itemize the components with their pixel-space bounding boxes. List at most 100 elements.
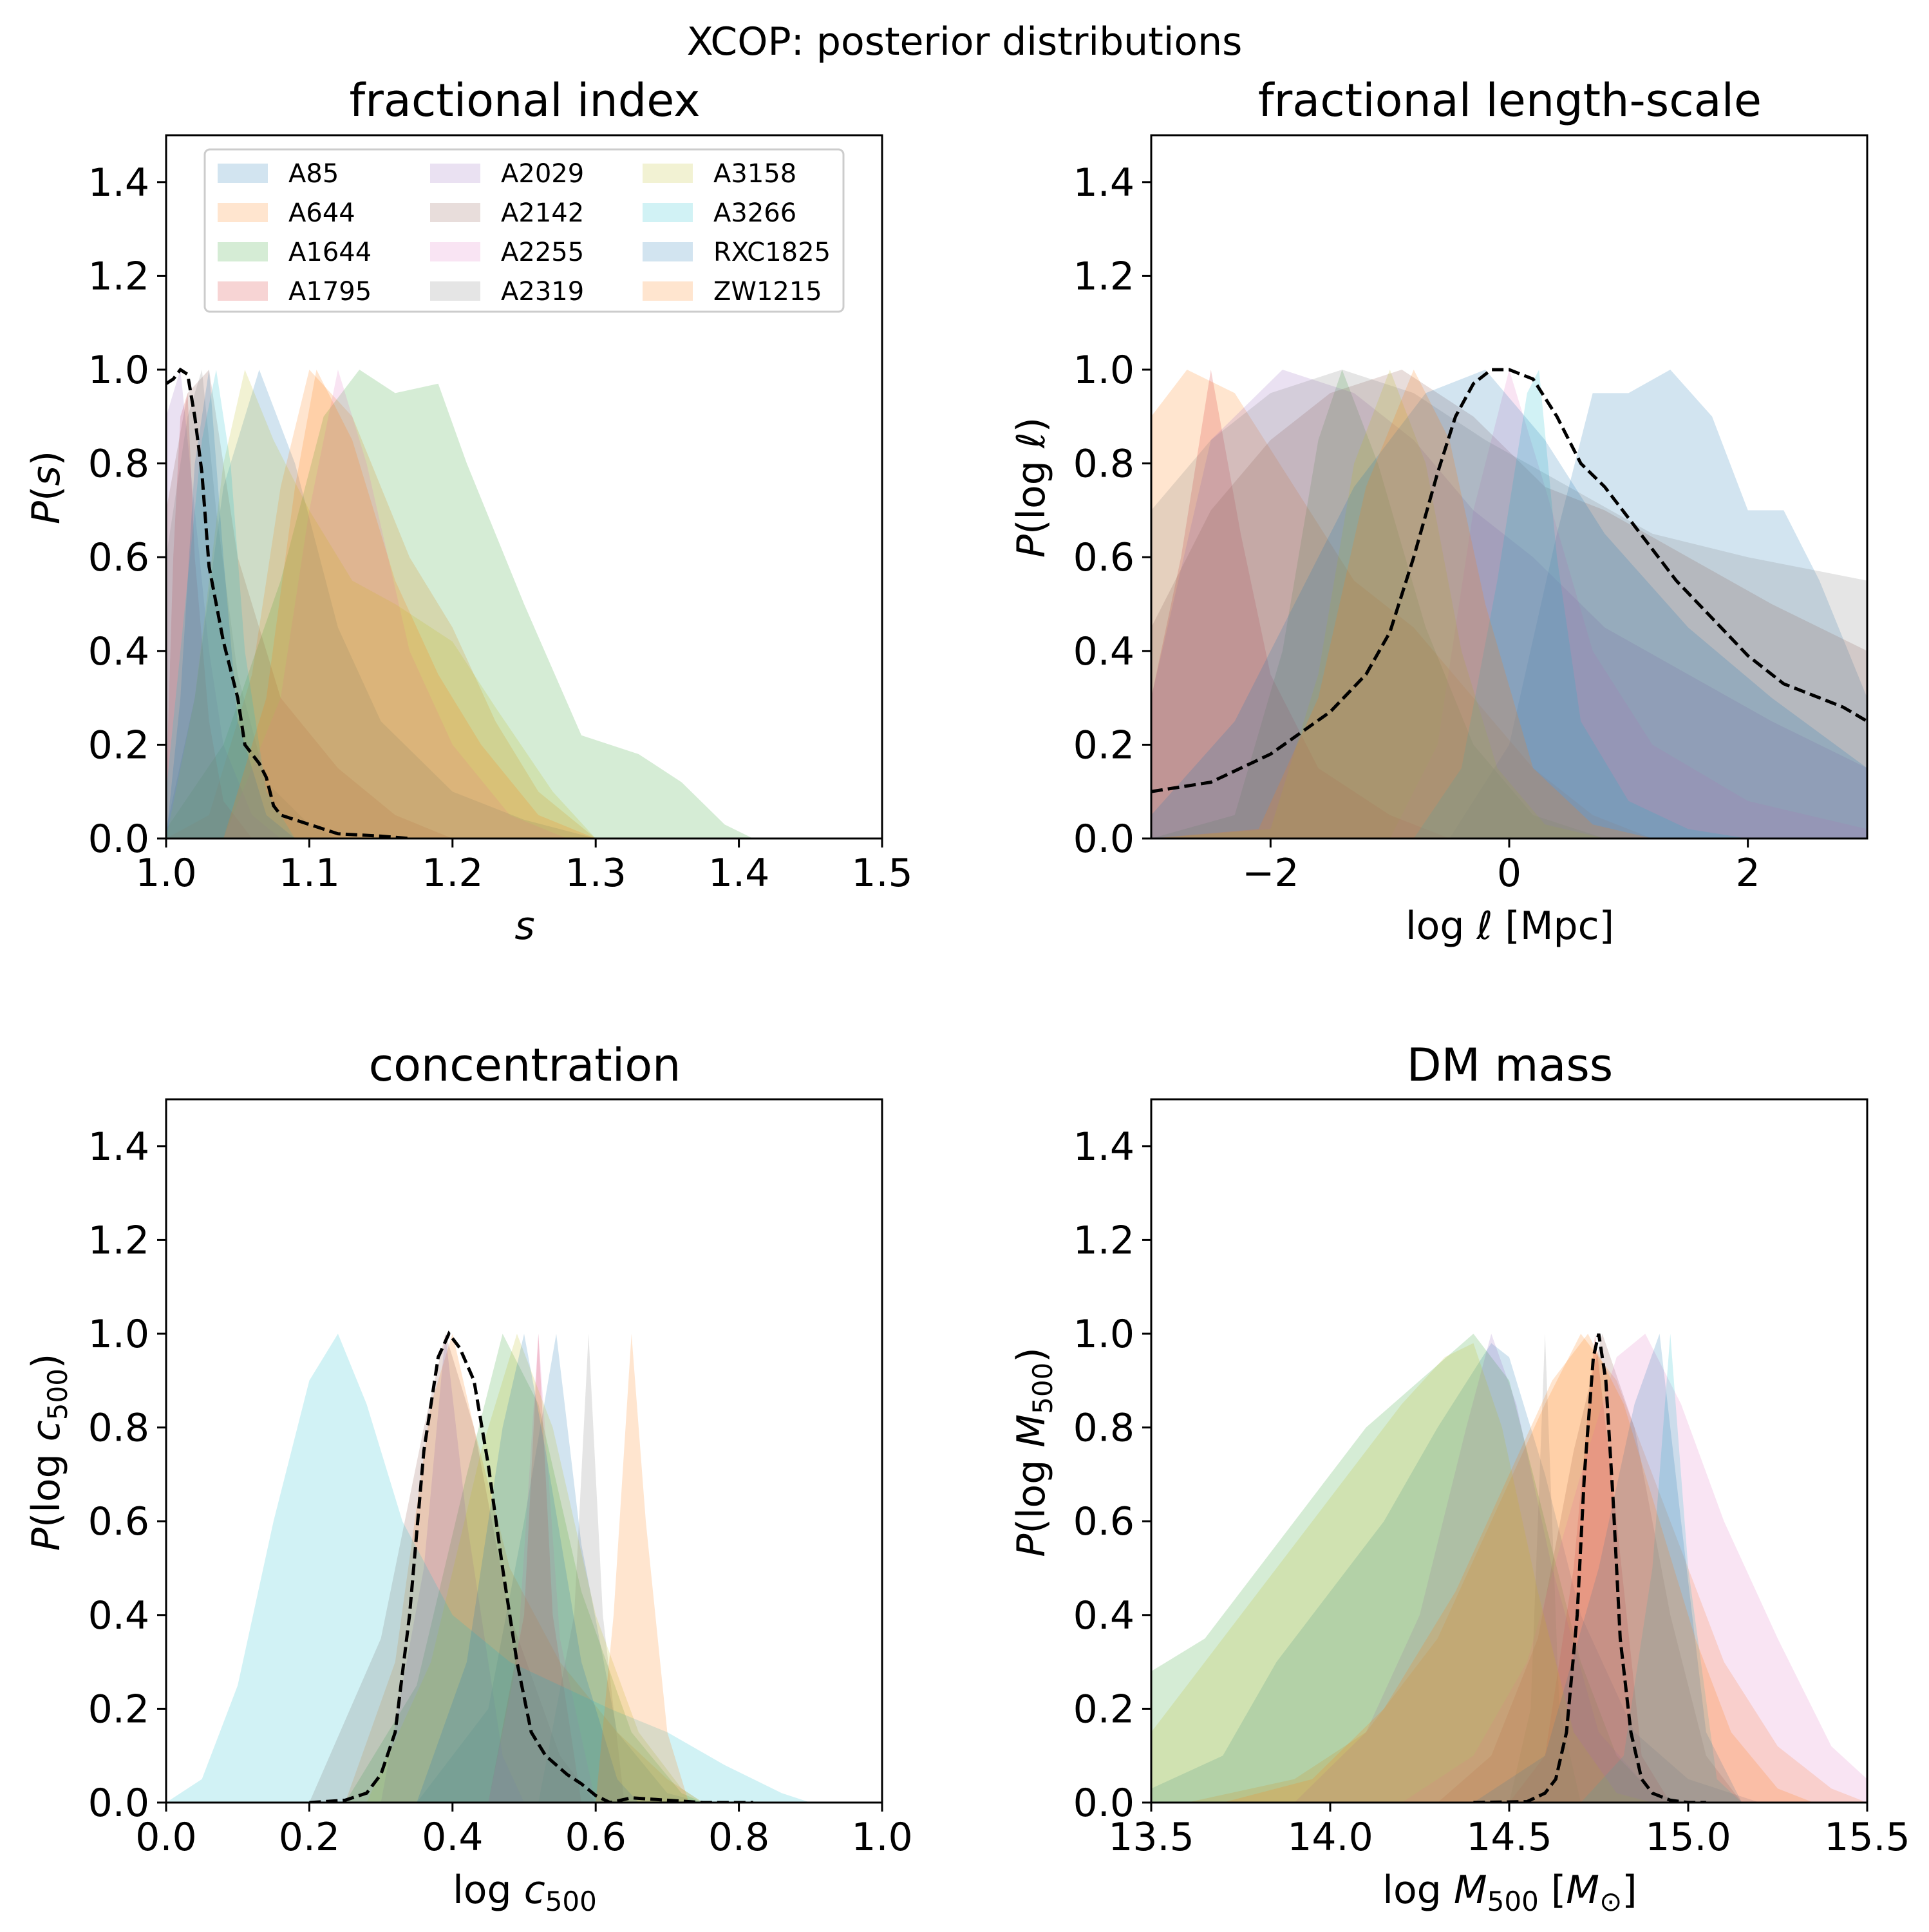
y-tick-label: 0.8 (1073, 1406, 1134, 1451)
legend-swatch (218, 242, 268, 261)
y-tick-label: 0.8 (88, 1406, 149, 1451)
area-a2255 (1402, 1334, 1867, 1803)
area-a2255 (488, 1334, 596, 1803)
y-tick-label: 1.0 (88, 1312, 149, 1357)
y-tick-label: 0.6 (1073, 1499, 1134, 1544)
y-tick-label: 0.8 (1073, 442, 1134, 487)
x-tick-label: 1.0 (851, 1815, 912, 1860)
area-zw1215 (223, 370, 596, 838)
area-a2319 (166, 370, 338, 838)
combined-layer (1473, 1333, 1706, 1803)
area-a1795 (1509, 1334, 1671, 1803)
legend-swatch (430, 281, 480, 301)
x-axis-label: s (514, 904, 534, 949)
area-a2255 (1151, 370, 1867, 838)
legend-swatch (430, 164, 480, 183)
area-a1795 (488, 1334, 581, 1803)
axes-frame (165, 134, 883, 840)
x-tick-label: 2 (1736, 851, 1760, 896)
area-a644 (345, 1334, 703, 1803)
area-layer (1151, 1334, 1867, 1803)
y-tick-label: 1.0 (88, 348, 149, 393)
area-a2142 (166, 370, 453, 838)
panel-concentration: concentration 0.00.20.40.60.81.01.21.40.… (24, 1039, 913, 1917)
legend-label: A2255 (501, 238, 584, 267)
area-a644 (1187, 1334, 1867, 1803)
y-tick-label: 1.0 (1073, 348, 1134, 393)
y-axis-label: P(s) (24, 451, 69, 524)
x-tick-label: 1.0 (135, 851, 196, 896)
legend-label: A2319 (501, 277, 584, 307)
area-rxc1825 (1151, 370, 1867, 838)
axes-layer: 0.0 0.2 0.4 0.6 0.8 1.0 1.2 1.4 1.0 1.1 1.2 1.3 1.4 1… (88, 134, 913, 896)
combined-posterior-line (1473, 1333, 1706, 1803)
combined-layer (166, 367, 410, 838)
y-tick-label: 0.4 (88, 629, 149, 674)
legend-label: ZW1215 (713, 277, 822, 307)
area-layer (166, 1334, 811, 1803)
y-tick-label: 0.0 (88, 817, 149, 862)
axes-layer: 0.0 0.2 0.4 0.6 0.8 1.0 1.2 1.4 0.0 0.2 0.4 0.6 0.8 1… (88, 1098, 913, 1860)
area-a3266 (166, 1334, 811, 1803)
y-tick-label: 1.2 (1073, 254, 1134, 299)
area-a644 (166, 370, 596, 838)
x-tick-label: 14.0 (1287, 1815, 1373, 1860)
y-tick-label: 0.6 (88, 535, 149, 580)
area-rxc1825 (1473, 1334, 1742, 1803)
legend-label: A1795 (288, 277, 372, 307)
area-rxc1825 (166, 370, 296, 838)
legend-label: RXC1825 (713, 238, 831, 267)
legend-box (203, 148, 845, 313)
area-a3266 (166, 370, 296, 838)
y-tick-label: 1.2 (88, 1218, 149, 1263)
combined-posterior-line (309, 1331, 753, 1803)
x-tick-label: 0.0 (135, 1815, 196, 1860)
axes-layer: 0.0 0.2 0.4 0.6 0.8 1.0 1.2 1.4 −2 0 2 (1073, 134, 1868, 896)
area-a1644 (166, 370, 753, 838)
panel-title: concentration (369, 1039, 681, 1092)
y-axis-label: P(log c500) (24, 1354, 73, 1551)
legend-label: A3158 (713, 159, 796, 189)
area-a3158 (1151, 1343, 1653, 1803)
y-tick-label: 1.2 (88, 254, 149, 299)
x-tick-label: 1.3 (565, 851, 626, 896)
y-tick-label: 0.0 (1073, 1781, 1134, 1826)
legend-swatch (643, 164, 693, 183)
area-a3158 (166, 370, 596, 838)
area-a3266 (1151, 370, 1867, 838)
panel-fractional-length-scale: fractional length-scale 0.0 0.2 0.4 0.6 0.8 1… (1009, 74, 1868, 949)
legend-label: A2029 (501, 159, 584, 189)
area-a85 (417, 1334, 703, 1803)
area-layer (1151, 370, 1867, 838)
area-a1795 (1151, 370, 1867, 838)
combined-layer (309, 1331, 753, 1803)
y-tick-label: 0.2 (1073, 1687, 1134, 1732)
panel-title: fractional index (350, 74, 701, 127)
combined-posterior-line (166, 367, 410, 838)
legend-swatch (643, 281, 693, 301)
area-zw1215 (596, 1334, 689, 1803)
y-tick-label: 0.6 (1073, 535, 1134, 580)
area-a3266 (1581, 1334, 1742, 1803)
legend-label: A2142 (501, 198, 584, 228)
area-a2319 (1151, 370, 1867, 838)
area-a85 (1151, 1343, 1760, 1803)
y-tick-label: 1.0 (1073, 1312, 1134, 1357)
area-zw1215 (1223, 1334, 1814, 1803)
area-a1644 (345, 1334, 703, 1803)
y-tick-label: 0.0 (88, 1781, 149, 1826)
x-tick-label: 15.0 (1645, 1815, 1731, 1860)
area-a3158 (366, 1334, 703, 1803)
x-axis-label: log M500 [M⊙] (1382, 1868, 1637, 1917)
legend-label: A1644 (288, 238, 372, 267)
legend-swatch (643, 203, 693, 222)
y-tick-label: 1.4 (1073, 1124, 1134, 1170)
y-tick-label: 1.2 (1073, 1218, 1134, 1263)
y-tick-label: 0.4 (1073, 629, 1134, 674)
x-tick-label: 0.6 (565, 1815, 626, 1860)
legend-label: A3266 (713, 198, 796, 228)
x-tick-label: 1.5 (851, 851, 912, 896)
y-axis-label: P(log M500) (1009, 1347, 1059, 1557)
panel-title: DM mass (1407, 1039, 1614, 1092)
